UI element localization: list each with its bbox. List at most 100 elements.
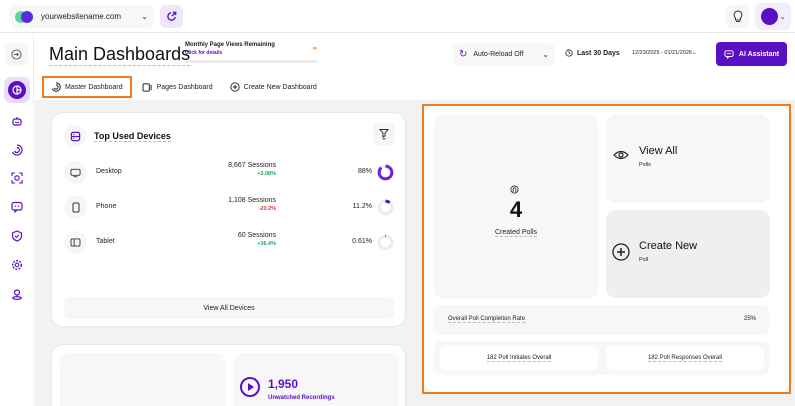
device-change: +36.4%: [257, 241, 276, 247]
sidebar-item-settings[interactable]: [5, 253, 28, 276]
sidebar-item-recordings[interactable]: [5, 166, 28, 189]
sidebar-item-location[interactable]: [5, 282, 28, 305]
completion-rate-value: 25%: [743, 316, 756, 322]
tablet-icon: [70, 238, 81, 247]
tab-pages-dashboard[interactable]: Pages Dashboard: [135, 76, 220, 98]
devices-header: Top Used Devices: [64, 125, 171, 147]
auto-reload-dropdown[interactable]: ↻ Auto-Reload Off ⌄: [453, 43, 555, 66]
create-new-subtitle: Poll: [639, 257, 649, 263]
target-icon: [51, 82, 61, 92]
view-all-polls-button[interactable]: View All Polls: [606, 115, 770, 203]
device-name: Phone: [96, 203, 117, 210]
external-link-button[interactable]: [160, 5, 183, 28]
desktop-icon: [70, 168, 81, 177]
device-name: Desktop: [96, 168, 122, 175]
sidebar-item-heatmaps[interactable]: [5, 138, 28, 161]
page-views-value: ∞: [312, 46, 317, 52]
devices-title: Top Used Devices: [94, 130, 171, 142]
tab-master-dashboard[interactable]: Master Dashboard: [42, 76, 132, 98]
focus-icon: [10, 171, 23, 184]
poll-completion-rate-row: Overall Poll Completion Rate 25%: [434, 305, 770, 335]
poll-responses-label: 182 Poll Responses Overall: [647, 354, 723, 362]
site-selector[interactable]: yourwebsitename.com ⌄: [9, 5, 154, 28]
tab-label: Pages Dashboard: [156, 83, 213, 91]
plus-circle-icon: [230, 82, 240, 92]
gear-icon: [11, 259, 22, 270]
top-bar: yourwebsitename.com ⌄ ⌄: [0, 0, 795, 33]
sidebar-item-feedback[interactable]: [5, 195, 28, 218]
create-new-poll-button[interactable]: Create New Poll: [606, 210, 770, 298]
device-sessions: 1,108 Sessions: [228, 197, 276, 204]
sidebar-item-security[interactable]: [5, 224, 28, 247]
sidebar-item-bot[interactable]: [5, 109, 28, 132]
unwatched-recordings-tile[interactable]: 1,950 Unwatched Recordings: [234, 353, 399, 406]
site-name: yourwebsitename.com: [41, 12, 122, 21]
created-polls-tile[interactable]: 4 Created Polls: [434, 115, 598, 299]
device-change: -20.2%: [258, 206, 276, 212]
device-name: Tablet: [96, 238, 115, 245]
polls-card: 4 Created Polls View All Polls Create Ne…: [422, 104, 791, 394]
robot-icon: [11, 116, 22, 126]
sidebar-expand-button[interactable]: [5, 43, 28, 66]
dashboard-tabs: Master Dashboard Pages Dashboard Create …: [42, 76, 327, 98]
poll-icon: [510, 185, 519, 194]
clock-icon: [565, 49, 573, 57]
top-used-devices-card: Top Used Devices Desktop 8,667 Sessions +…: [51, 112, 406, 327]
poll-initiates-label: 182 Poll Initiates Overall: [486, 354, 552, 362]
recordings-card: 1,950 Unwatched Recordings: [51, 344, 406, 406]
plus-circle-icon: [612, 243, 630, 261]
chevron-down-icon: ⌄: [141, 12, 148, 21]
range-label: Last 30 Days: [577, 49, 620, 57]
recordings-label: Unwatched Recordings: [268, 395, 335, 401]
ai-assistant-label: AI Assistant: [738, 50, 780, 58]
page-views-progress: [185, 60, 317, 63]
tab-label: Create New Dashboard: [243, 83, 317, 91]
page-views-title: Monthly Page Views Remaining: [185, 42, 275, 48]
date-range-value: 12/23/2025 - 01/21/2026: [632, 50, 692, 56]
device-row-desktop: Desktop 8,667 Sessions +3.08% 88%: [64, 160, 394, 186]
arrow-right-circle-icon: [11, 49, 22, 60]
date-range-preset[interactable]: Last 30 Days: [565, 49, 620, 57]
account-menu[interactable]: ⌄: [755, 3, 791, 30]
sidebar: [0, 34, 34, 406]
device-percent: 88%: [357, 168, 372, 175]
target-icon: [11, 143, 23, 156]
main-area: Main Dashboards Monthly Page Views Remai…: [35, 34, 795, 406]
auto-reload-label: Auto-Reload Off: [473, 51, 524, 58]
eye-icon: [613, 150, 629, 160]
pages-icon: [142, 82, 152, 92]
devices-icon: [70, 131, 80, 141]
device-share-ring: [377, 199, 394, 216]
tab-label: Master Dashboard: [65, 83, 123, 91]
reload-icon: ↻: [459, 49, 468, 60]
site-logo-icon: [15, 10, 33, 23]
avatar: [760, 8, 778, 25]
create-new-title: Create New: [639, 240, 698, 252]
device-percent: 11.2%: [352, 203, 372, 210]
date-range-picker[interactable]: 12/23/2025 - 01/21/2026⌄: [632, 50, 697, 56]
device-share-ring: [377, 234, 394, 251]
tab-create-new-dashboard[interactable]: Create New Dashboard: [223, 76, 324, 98]
created-polls-count: 4: [509, 197, 523, 222]
recordings-left-tile[interactable]: [60, 353, 226, 406]
poll-stats-row: 182 Poll Initiates Overall 182 Poll Resp…: [434, 341, 770, 375]
dashboard-icon: [12, 85, 22, 95]
chevron-down-icon: ⌄: [691, 50, 697, 56]
page-views-details-link[interactable]: Click for details: [185, 50, 223, 56]
sidebar-item-dashboard[interactable]: [4, 77, 30, 103]
play-icon: [240, 377, 260, 397]
tips-button[interactable]: [726, 5, 749, 28]
location-icon: [11, 288, 22, 300]
ai-assistant-button[interactable]: AI Assistant: [716, 42, 787, 66]
dashboard-content: Top Used Devices Desktop 8,667 Sessions +…: [35, 100, 795, 406]
filter-button[interactable]: [373, 123, 395, 145]
chevron-down-icon: ⌄: [542, 50, 549, 59]
device-change: +3.08%: [257, 171, 276, 177]
device-sessions: 60 Sessions: [237, 232, 276, 239]
page-views-widget[interactable]: Monthly Page Views Remaining Click for d…: [185, 42, 317, 63]
shield-icon: [11, 229, 22, 242]
view-all-devices-button[interactable]: View All Devices: [64, 297, 394, 319]
device-share-ring: [377, 164, 394, 181]
device-sessions: 8,667 Sessions: [228, 162, 276, 169]
device-row-phone: Phone 1,108 Sessions -20.2% 11.2%: [64, 195, 394, 221]
